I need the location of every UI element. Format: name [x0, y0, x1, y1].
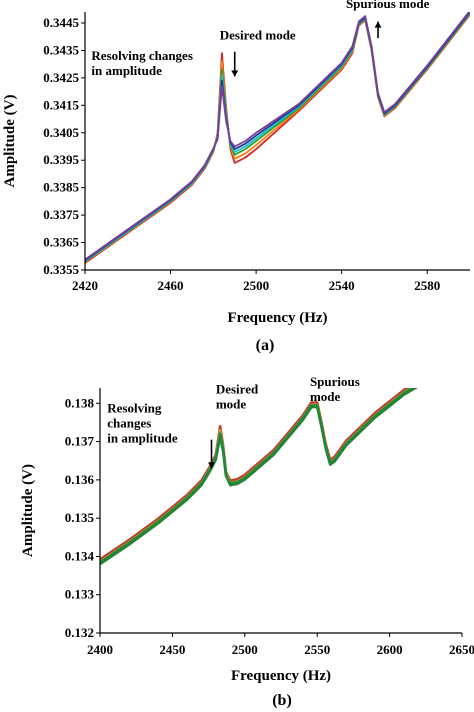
y-tick-label: 0.3425: [43, 70, 79, 85]
y-tick-label: 0.3435: [43, 42, 79, 57]
x-tick-label: 2400: [87, 642, 113, 657]
series-line-6: [85, 12, 470, 261]
arrow-head: [231, 70, 239, 77]
x-tick-label: 2450: [159, 642, 185, 657]
arrow-head: [374, 21, 382, 28]
x-tick-label: 2540: [329, 278, 355, 293]
y-tick-label: 0.132: [65, 625, 94, 640]
y-tick-label: 0.3395: [43, 152, 79, 167]
y-tick-label: 0.137: [65, 434, 95, 449]
panel-b: 0.132 0.133 0.134 0.135 0.136 0.137 0.138 2400 2…: [20, 374, 474, 709]
series-line-4: [100, 388, 416, 564]
y-tick-label: 0.136: [65, 472, 95, 487]
x-tick-label: 2550: [304, 642, 330, 657]
panel-a: 0.3355 0.3365 0.3375 0.3385 0.3395 0.3405 0.34…: [2, 0, 470, 354]
x-tick-label: 2500: [243, 278, 269, 293]
annotation-text: Resolving changes in amplitude: [107, 401, 178, 446]
panel-label: (b): [272, 692, 292, 709]
annotation-text: Desired mode: [220, 27, 296, 42]
y-tick-label: 0.133: [65, 587, 95, 602]
x-tick-label: 2650: [449, 642, 474, 657]
x-tick-label: 2420: [72, 278, 98, 293]
y-tick-label: 0.135: [65, 510, 95, 525]
annotation-text: Desired mode: [216, 382, 259, 412]
x-axis-title: Frequency (Hz): [231, 668, 331, 684]
series-group: [100, 388, 418, 566]
x-tick-label: 2580: [414, 278, 440, 293]
panel-label: (a): [256, 337, 275, 354]
x-tick-label: 2460: [158, 278, 184, 293]
annotation-text: Spurious mode: [346, 0, 430, 11]
y-axis-title: Amplitude (V): [20, 464, 36, 557]
y-tick-label: 0.3385: [43, 180, 79, 195]
y-tick-label: 0.3375: [43, 207, 79, 222]
y-axis-title: Amplitude (V): [2, 95, 18, 188]
y-tick-label: 0.3365: [43, 235, 79, 250]
annotation-text: Resolving changes in amplitude: [91, 48, 192, 78]
x-axis-title: Frequency (Hz): [227, 310, 327, 326]
y-tick-label: 0.3445: [43, 15, 79, 30]
x-tick-label: 2600: [377, 642, 403, 657]
y-tick-label: 0.3405: [43, 125, 79, 140]
x-tick-label: 2500: [232, 642, 258, 657]
annotation-text: Spurious mode: [310, 374, 360, 404]
y-tick-label: 0.3355: [43, 262, 79, 277]
y-tick-label: 0.138: [65, 395, 95, 410]
y-tick-label: 0.134: [65, 548, 95, 563]
series-group: [85, 12, 470, 264]
arrow-head: [207, 462, 215, 469]
y-tick-label: 0.3415: [43, 97, 79, 112]
